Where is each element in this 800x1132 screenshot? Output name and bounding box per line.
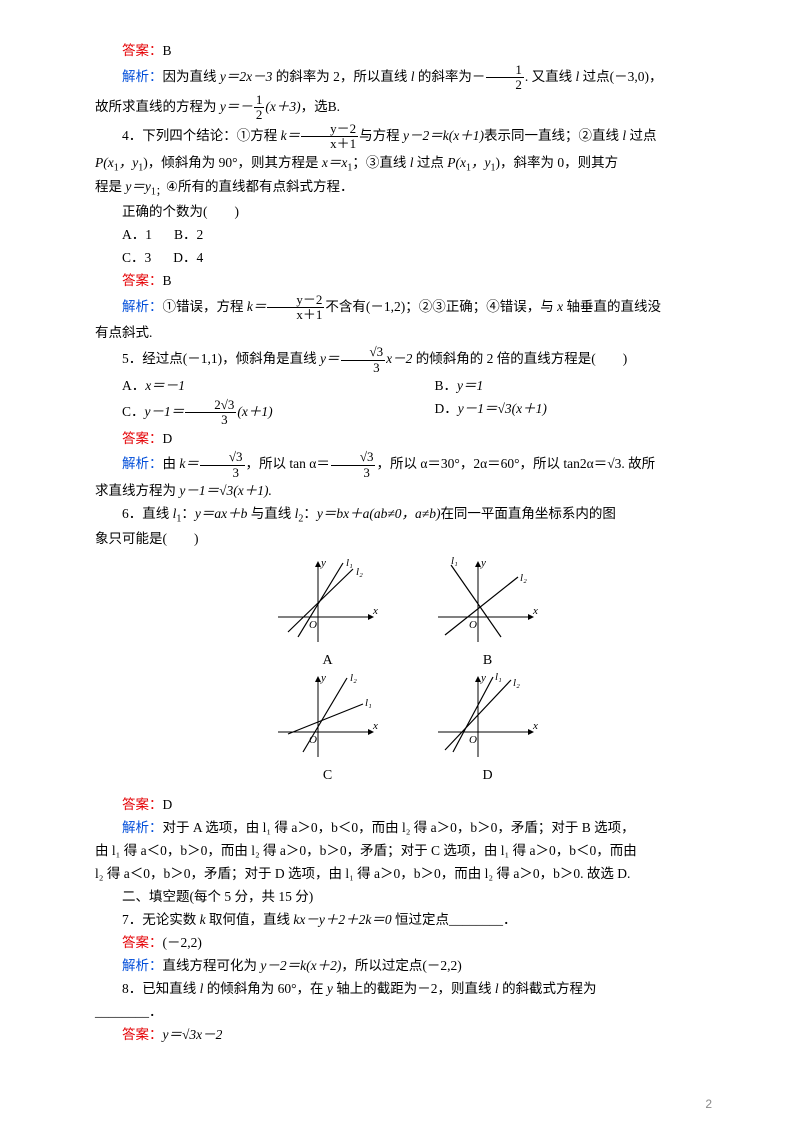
svg-text:l₂: l₂ (520, 572, 527, 584)
q3f-exp-l2: 故所求直线的方程为 y＝－12(x＋3)，选B. (95, 93, 720, 123)
fig-A: y x O l₁ l₂ A (273, 557, 383, 673)
frac-1-2b: 12 (253, 93, 266, 123)
q4-exp-l2: 有点斜式. (95, 322, 720, 345)
svg-text:x: x (532, 605, 538, 617)
q4-exp-frac: y－2x＋1 (266, 293, 325, 323)
q5-exp-l2: 求直线方程为 y－1＝√3(x＋1). (95, 480, 720, 503)
q5-frac: √33 (340, 345, 387, 375)
q4-opts2: C．3D．4 (95, 247, 720, 270)
svg-text:y: y (320, 672, 326, 684)
q7-exp: 解析：直线方程可化为 y－2＝k(x＋2)，所以过定点(－2,2) (95, 955, 720, 978)
ans-label: 答案： (122, 43, 163, 58)
svg-text:O: O (309, 619, 317, 631)
q8-ans: 答案：y＝√3x－2 (95, 1024, 720, 1047)
fig-C-svg: y x O l₂ l₁ (273, 672, 383, 762)
page-number: 2 (705, 1094, 712, 1114)
q6-exp-l2: 由 l₁ 得 a＜0，b＞0，而由 l₂ 得 a＞0，b＞0，矛盾；对于 C 选… (95, 840, 720, 863)
q6-stem-l1: 6．直线 l1：y＝ax＋b 与直线 l2：y＝bx＋a(ab≠0，a≠b)在同… (95, 503, 720, 528)
q6-exp-l3: l₂ 得 a＜0，b＞0，矛盾；对于 D 选项，由 l₁ 得 a＞0，b＞0，而… (95, 863, 720, 886)
fig-A-cap: A (273, 649, 383, 673)
svg-text:x: x (372, 720, 378, 732)
q5-exp-l1: 解析：由 k＝√33，所以 tan α＝√33，所以 α＝30°，2α＝60°，… (95, 450, 720, 480)
svg-text:l₁: l₁ (495, 672, 502, 683)
q8-stem-l1: 8．已知直线 l 的倾斜角为 60°，在 y 轴上的截距为－2，则直线 l 的斜… (95, 978, 720, 1001)
fig-C: y x O l₂ l₁ C (273, 672, 383, 788)
q4-opts1: A．1B．2 (95, 224, 720, 247)
q3f-exp-l1: 解析：因为直线 y＝2x－3 的斜率为 2，所以直线 l 的斜率为－12. 又直… (95, 63, 720, 93)
q6-ans: 答案：D (95, 794, 720, 817)
q4-frac: y－2x＋1 (300, 122, 359, 152)
fig-D-svg: y x O l₁ l₂ (433, 672, 543, 762)
fig-B-svg: y x O l₁ l₂ (433, 557, 543, 647)
svg-text:l₂: l₂ (350, 672, 357, 684)
svg-text:O: O (469, 619, 477, 631)
figrow-1: y x O l₁ l₂ A y x O (95, 557, 720, 673)
svg-text:x: x (372, 605, 378, 617)
figrow-2: y x O l₂ l₁ C y x O (95, 672, 720, 788)
fig-D: y x O l₁ l₂ D (433, 672, 543, 788)
exp-label: 解析： (122, 69, 163, 84)
fig-A-svg: y x O l₁ l₂ (273, 557, 383, 647)
q7-stem: 7．无论实数 k 取何值，直线 kx－y＋2＋2k＝0 恒过定点________… (95, 909, 720, 932)
svg-text:O: O (469, 734, 477, 746)
q4-stem-l2: P(x1，y1)，倾斜角为 90°，则其方程是 x＝x1；③直线 l 过点 P(… (95, 152, 720, 177)
fig-B-cap: B (433, 649, 543, 673)
svg-text:l₁: l₁ (451, 557, 458, 567)
sec2-title: 二、填空题(每个 5 分，共 15 分) (95, 886, 720, 909)
q5-opts2: C．y－1＝2√33(x＋1) D．y－1＝√3(x＋1) (95, 398, 720, 428)
q4-ans: 答案：B (95, 270, 720, 293)
fig-B: y x O l₁ l₂ B (433, 557, 543, 673)
q4-stem-l1: 4．下列四个结论：①方程 k＝y－2x＋1与方程 y－2＝k(x＋1)表示同一直… (95, 122, 720, 152)
q3f-ans: 答案：B (95, 40, 720, 63)
q6-figures: y x O l₁ l₂ A y x O (95, 557, 720, 789)
q4-stem-l4: 正确的个数为( ) (95, 201, 720, 224)
q5-exp-frac1: √33 (199, 450, 246, 480)
q6-stem-l2: 象只可能是( ) (95, 528, 720, 551)
page: 答案：B 解析：因为直线 y＝2x－3 的斜率为 2，所以直线 l 的斜率为－1… (0, 0, 800, 1132)
q5-stem: 5．经过点(－1,1)，倾斜角是直线 y＝√33x－2 的倾斜角的 2 倍的直线… (95, 345, 720, 375)
q5-exp-frac2: √33 (330, 450, 377, 480)
q4-exp-l1: 解析：①错误，方程 k＝y－2x＋1不含有(－1,2)；②③正确；④错误，与 x… (95, 293, 720, 323)
svg-text:y: y (320, 557, 326, 569)
q5-optc-frac: 2√33 (184, 398, 237, 428)
svg-text:y: y (480, 672, 486, 684)
svg-text:l₂: l₂ (356, 566, 363, 578)
frac-1-2a: 12 (485, 63, 525, 93)
q8-stem-l2: ________． (95, 1001, 720, 1024)
q7-ans: 答案：(－2,2) (95, 932, 720, 955)
fig-C-cap: C (273, 764, 383, 788)
svg-text:l₁: l₁ (346, 557, 353, 569)
q5-opts1: A．x＝－1 B．y＝1 (95, 375, 720, 398)
svg-text:l₂: l₂ (513, 677, 520, 689)
q6-exp-l1: 解析：对于 A 选项，由 l₁ 得 a＞0，b＜0，而由 l₂ 得 a＞0，b＞… (95, 817, 720, 840)
svg-text:l₁: l₁ (365, 697, 372, 709)
fig-D-cap: D (433, 764, 543, 788)
q5-ans: 答案：D (95, 428, 720, 451)
svg-text:x: x (532, 720, 538, 732)
q4-stem-l3: 程是 y＝y1；④所有的直线都有点斜式方程． (95, 176, 720, 201)
svg-text:y: y (480, 557, 486, 569)
